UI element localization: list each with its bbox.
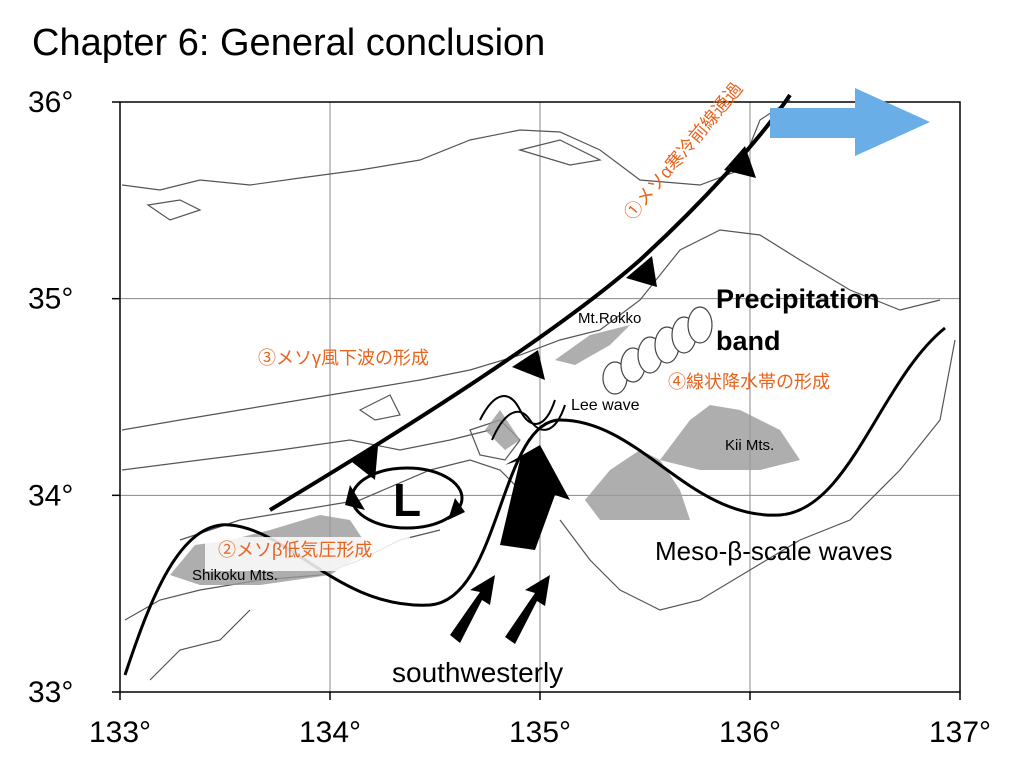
annotation: ④線状降水帯の形成 — [668, 372, 830, 392]
annotation: Meso-β-scale waves — [655, 536, 892, 566]
slide-title: Chapter 6: General conclusion — [32, 22, 545, 64]
wind-arrow — [505, 575, 550, 644]
annotation: southwesterly — [392, 657, 563, 688]
annotation: Shikoku Mts. — [192, 567, 278, 584]
wind-arrow — [500, 445, 570, 550]
map-frame — [119, 101, 961, 693]
y-tick-label: 33° — [28, 676, 73, 709]
wind-arrow — [450, 575, 495, 643]
front-triangles — [352, 146, 756, 480]
annotation: band — [716, 326, 781, 356]
axes: 133° 134° 135° 136° 137° 33° 34° 35° 36° — [28, 86, 991, 749]
lee-wave — [479, 395, 556, 425]
low-arrow — [345, 485, 365, 510]
annotation: Kii Mts. — [725, 437, 774, 454]
y-tick-label: 34° — [28, 479, 73, 512]
x-tick-label: 137° — [929, 716, 991, 749]
x-tick-label: 134° — [299, 716, 361, 749]
x-tick-label: 136° — [719, 716, 781, 749]
annotation: Mt.Rokko — [578, 310, 641, 327]
annotation: ②メソβ低気圧形成 — [218, 540, 372, 560]
wave-curve — [123, 326, 946, 676]
low-label: L — [393, 474, 421, 526]
annotation: Lee wave — [571, 397, 640, 414]
label-box — [205, 537, 410, 571]
annotation: ③メソγ風下波の形成 — [258, 348, 429, 368]
low-arrow — [448, 498, 465, 520]
movement-arrow — [770, 88, 930, 156]
x-tick-label: 135° — [509, 716, 571, 749]
annotation: ①メソα寒冷前線通過 — [620, 79, 746, 224]
lee-wave — [491, 404, 566, 441]
x-tick-label: 133° — [89, 716, 151, 749]
y-tick-label: 35° — [28, 283, 73, 316]
precipitation-cells — [602, 306, 713, 395]
annotation: Precipitation — [716, 284, 880, 314]
y-tick-label: 36° — [28, 86, 73, 119]
